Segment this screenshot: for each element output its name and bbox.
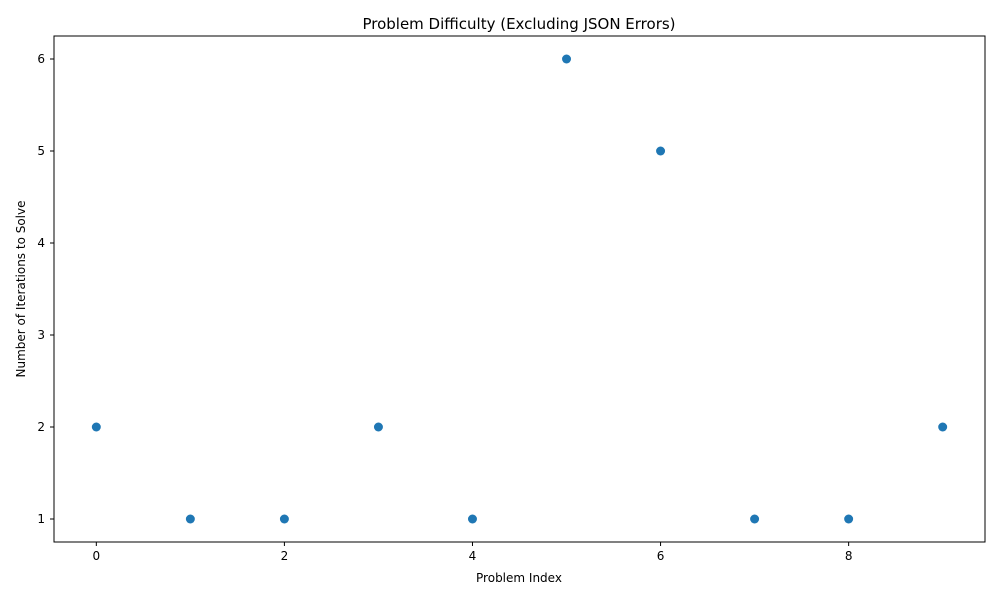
data-point <box>91 422 101 432</box>
data-point <box>373 422 383 432</box>
y-axis-label: Number of Iterations to Solve <box>14 200 28 377</box>
x-tick-label: 2 <box>281 549 289 563</box>
y-tick-label: 5 <box>37 144 45 158</box>
x-tick-label: 6 <box>657 549 665 563</box>
y-axis-ticks: 1 2 3 4 5 6 <box>37 52 54 526</box>
data-point <box>938 422 948 432</box>
x-axis-label: Problem Index <box>476 571 562 585</box>
y-tick-label: 6 <box>37 52 45 66</box>
y-tick-label: 3 <box>37 328 45 342</box>
x-tick-label: 0 <box>92 549 100 563</box>
y-tick-label: 4 <box>37 236 45 250</box>
y-tick-label: 2 <box>37 420 45 434</box>
y-tick-label: 1 <box>37 512 45 526</box>
x-tick-label: 8 <box>845 549 853 563</box>
x-axis-ticks: 0 2 4 6 8 <box>92 542 852 563</box>
x-tick-label: 4 <box>469 549 477 563</box>
data-point <box>844 514 854 524</box>
data-point <box>279 514 289 524</box>
data-point <box>562 54 572 64</box>
data-point <box>750 514 760 524</box>
data-point <box>656 146 666 156</box>
chart-title: Problem Difficulty (Excluding JSON Error… <box>362 15 675 33</box>
data-point <box>467 514 477 524</box>
data-points <box>91 54 948 524</box>
plot-frame <box>53 35 986 543</box>
data-point <box>185 514 195 524</box>
